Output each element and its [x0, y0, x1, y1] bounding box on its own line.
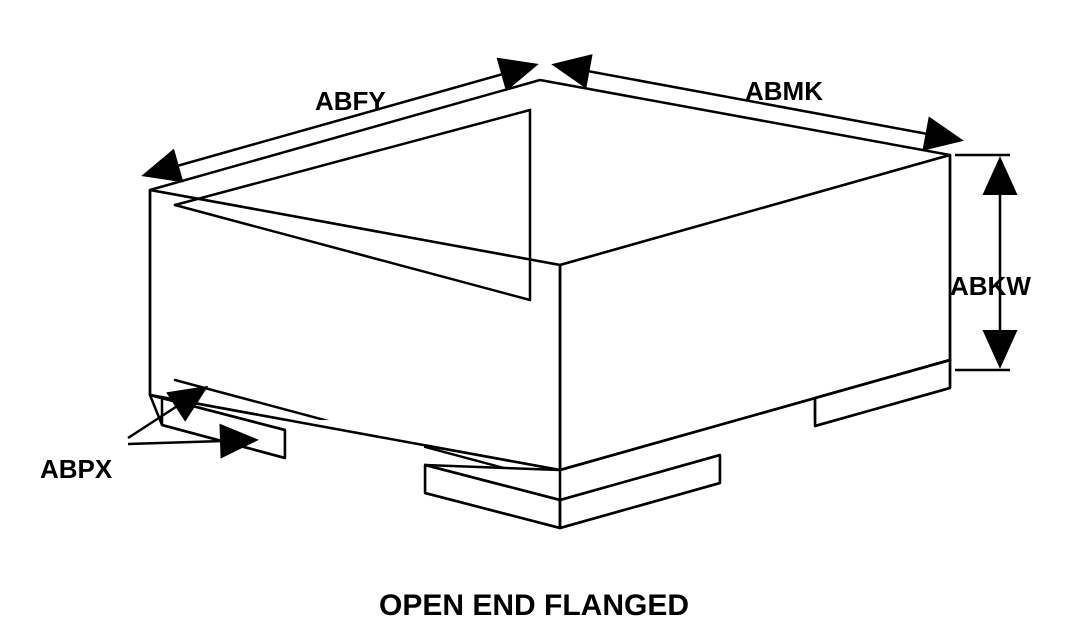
label-abmk: ABMK — [745, 76, 823, 106]
label-abkw: ABKW — [950, 271, 1031, 301]
diagram-canvas: ABFY ABMK ABKW ABPX OPEN END FLANGED — [0, 0, 1068, 644]
diagram-title: OPEN END FLANGED — [379, 589, 689, 622]
label-abfy: ABFY — [315, 86, 386, 116]
label-abpx: ABPX — [40, 454, 113, 484]
flange-right-back — [560, 455, 720, 528]
